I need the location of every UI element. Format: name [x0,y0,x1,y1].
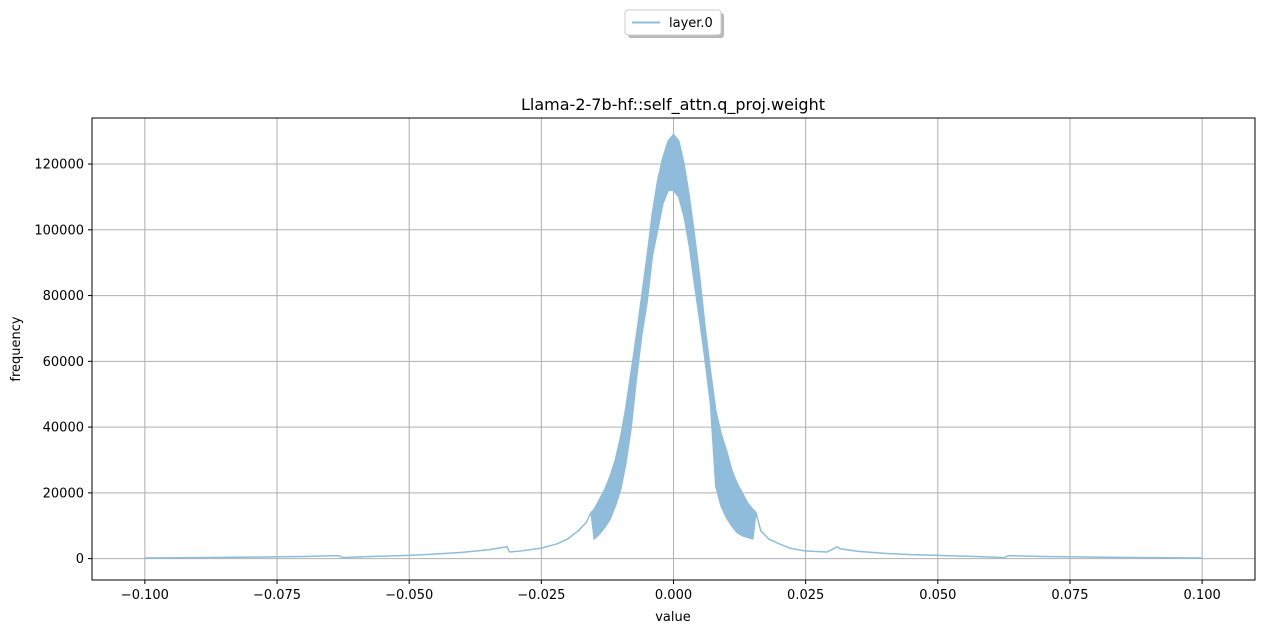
series-layer [144,133,1203,559]
y-tick-label: 100000 [34,223,84,238]
x-tick-label: −0.100 [121,588,169,603]
x-tick-label: 0.025 [787,588,824,603]
y-tick-label: 0 [76,552,84,567]
x-axis: −0.100 −0.075 −0.050 −0.025 0.000 0.025 0.050 0… [121,580,1221,603]
series-line-layer0 [144,133,1203,559]
y-tick-label: 120000 [34,158,84,173]
y-tick-label: 60000 [43,355,84,370]
x-tick-label: 0.000 [655,588,692,603]
x-tick-label: −0.075 [253,588,301,603]
legend: layer.0 [624,9,724,38]
x-tick-label: 0.050 [919,588,956,603]
y-axis: 0 20000 40000 60000 80000 100000 120000 [34,158,92,567]
y-axis-label: frequency [9,316,24,382]
x-tick-label: −0.050 [385,588,433,603]
y-tick-label: 20000 [43,486,84,501]
x-tick-label: −0.025 [517,588,565,603]
y-tick-label: 80000 [43,289,84,304]
x-tick-label: 0.075 [1051,588,1088,603]
y-tick-label: 40000 [43,421,84,436]
grid [92,118,1255,580]
chart-title: Llama-2-7b-hf::self_attn.q_proj.weight [521,95,825,115]
x-tick-label: 0.100 [1184,588,1221,603]
legend-label: layer.0 [669,16,713,31]
legend-box [624,9,722,36]
x-axis-label: value [655,610,691,625]
